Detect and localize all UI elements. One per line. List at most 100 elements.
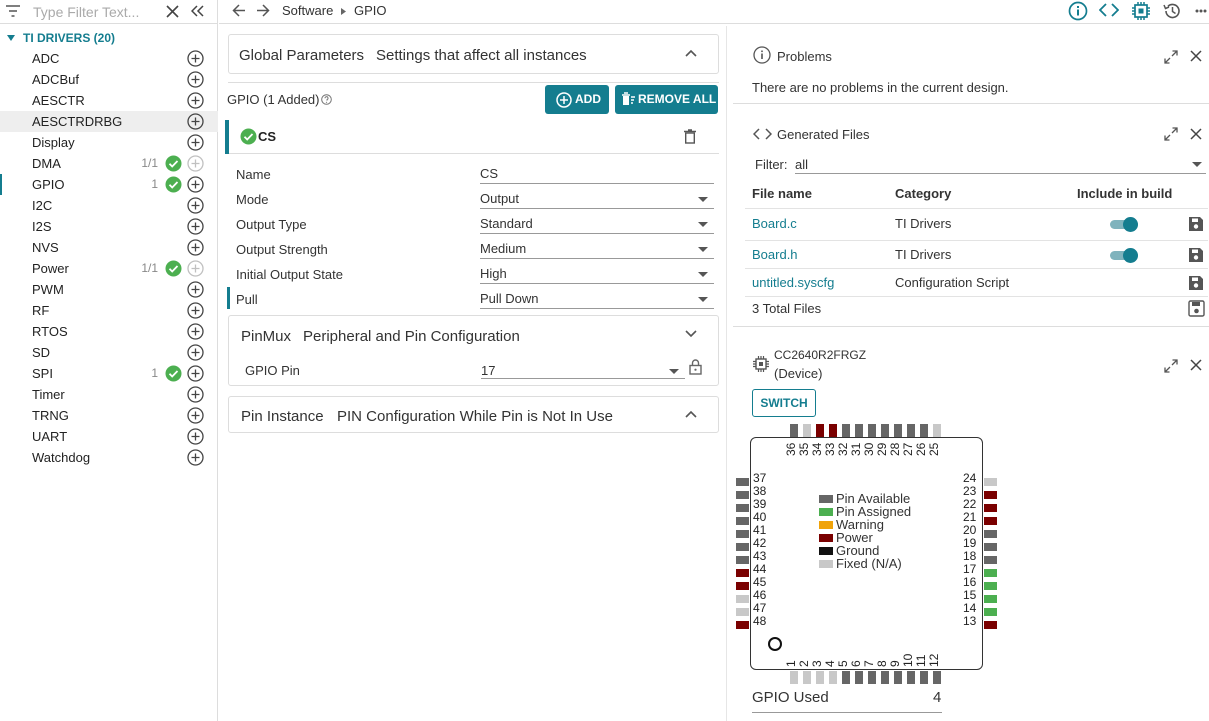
pin-41[interactable] <box>736 530 749 538</box>
sidebar-item-spi[interactable]: SPI 1 <box>0 363 218 384</box>
expand-icon[interactable] <box>1164 359 1178 373</box>
add-circle-icon[interactable] <box>187 50 204 67</box>
pin-11[interactable] <box>920 671 928 684</box>
save-icon[interactable] <box>1188 275 1204 291</box>
back-arrow-icon[interactable] <box>232 4 246 17</box>
add-circle-icon[interactable] <box>187 386 204 403</box>
sidebar-item-aesctr[interactable]: AESCTR <box>0 90 218 111</box>
pin-36[interactable] <box>790 424 798 437</box>
switch-device-button[interactable]: SWITCH <box>752 389 816 417</box>
section-ti-drivers[interactable]: TI DRIVERS (20) <box>0 30 218 46</box>
chevron-down-icon[interactable] <box>685 330 697 338</box>
instance-row-cs[interactable]: CS <box>229 120 719 154</box>
save-icon[interactable] <box>1188 216 1204 232</box>
pin-17[interactable] <box>984 569 997 577</box>
sidebar-item-i2c[interactable]: I2C <box>0 195 218 216</box>
sidebar-item-timer[interactable]: Timer <box>0 384 218 405</box>
pin-1[interactable] <box>790 671 798 684</box>
pin-46[interactable] <box>736 595 749 603</box>
close-icon[interactable] <box>1190 128 1202 140</box>
expand-icon[interactable] <box>1164 50 1178 64</box>
pin-44[interactable] <box>736 569 749 577</box>
add-button[interactable]: ADD <box>545 85 609 114</box>
save-all-icon[interactable] <box>1188 300 1205 317</box>
pin-4[interactable] <box>829 671 837 684</box>
pin-27[interactable] <box>907 424 915 437</box>
pin-20[interactable] <box>984 530 997 538</box>
sidebar-item-nvs[interactable]: NVS <box>0 237 218 258</box>
pin-12[interactable] <box>933 671 941 684</box>
pin-15[interactable] <box>984 595 997 603</box>
add-circle-icon[interactable] <box>187 176 204 193</box>
add-circle-icon[interactable] <box>187 113 204 130</box>
pin-43[interactable] <box>736 556 749 564</box>
pin-32[interactable] <box>842 424 850 437</box>
pin-31[interactable] <box>855 424 863 437</box>
include-toggle[interactable] <box>1110 217 1140 232</box>
add-circle-icon[interactable] <box>187 92 204 109</box>
pin-7[interactable] <box>868 671 876 684</box>
pin-34[interactable] <box>816 424 824 437</box>
info-icon[interactable] <box>1068 1 1088 21</box>
file-link[interactable]: Board.h <box>752 247 798 262</box>
pin-26[interactable] <box>920 424 928 437</box>
clear-filter-icon[interactable] <box>166 5 179 18</box>
pin-35[interactable] <box>803 424 811 437</box>
pin-39[interactable] <box>736 504 749 512</box>
pin-3[interactable] <box>816 671 824 684</box>
pin-21[interactable] <box>984 517 997 525</box>
pin-48[interactable] <box>736 621 749 629</box>
close-icon[interactable] <box>1190 359 1202 371</box>
code-view-icon[interactable] <box>1099 3 1119 17</box>
pin-22[interactable] <box>984 504 997 512</box>
add-circle-icon[interactable] <box>187 197 204 214</box>
add-circle-icon[interactable] <box>187 449 204 466</box>
chevron-up-icon[interactable] <box>685 410 697 418</box>
sidebar-item-dma[interactable]: DMA 1/1 <box>0 153 218 174</box>
save-icon[interactable] <box>1188 247 1204 263</box>
collapse-sidebar-icon[interactable] <box>191 5 204 17</box>
pin-25[interactable] <box>933 424 941 437</box>
pin-18[interactable] <box>984 556 997 564</box>
pin-19[interactable] <box>984 543 997 551</box>
more-options-icon[interactable] <box>1195 9 1207 13</box>
help-icon[interactable] <box>321 94 332 105</box>
file-link[interactable]: Board.c <box>752 216 797 231</box>
prop-select[interactable]: Output <box>480 190 714 209</box>
sidebar-item-rtos[interactable]: RTOS <box>0 321 218 342</box>
sidebar-item-gpio[interactable]: GPIO 1 <box>0 174 218 195</box>
pin-6[interactable] <box>855 671 863 684</box>
prop-select[interactable]: High <box>480 265 714 284</box>
pin-30[interactable] <box>868 424 876 437</box>
global-parameters-card[interactable]: Global Parameters Settings that affect a… <box>228 34 719 74</box>
pin-40[interactable] <box>736 517 749 525</box>
pin-37[interactable] <box>736 478 749 486</box>
remove-all-button[interactable]: REMOVE ALL <box>615 85 718 114</box>
pin-45[interactable] <box>736 582 749 590</box>
sidebar-item-display[interactable]: Display <box>0 132 218 153</box>
filter-input[interactable]: Type Filter Text... <box>33 4 140 20</box>
pin-42[interactable] <box>736 543 749 551</box>
pin-47[interactable] <box>736 608 749 616</box>
trash-icon[interactable] <box>684 129 696 144</box>
history-icon[interactable] <box>1162 1 1182 21</box>
pin-8[interactable] <box>881 671 889 684</box>
add-circle-icon[interactable] <box>187 218 204 235</box>
pin-9[interactable] <box>894 671 902 684</box>
add-circle-icon[interactable] <box>187 365 204 382</box>
add-circle-icon[interactable] <box>187 134 204 151</box>
pin-13[interactable] <box>984 621 997 629</box>
prop-input[interactable]: CS <box>480 165 714 184</box>
breadcrumb-software[interactable]: Software <box>282 3 334 18</box>
files-filter-select[interactable]: all <box>795 155 1206 174</box>
pin-2[interactable] <box>803 671 811 684</box>
include-toggle[interactable] <box>1110 248 1140 263</box>
add-circle-icon[interactable] <box>187 71 204 88</box>
sidebar-item-adcbuf[interactable]: ADCBuf <box>0 69 218 90</box>
prop-select[interactable]: Pull Down <box>480 290 714 309</box>
pin-instance-card[interactable]: Pin Instance PIN Configuration While Pin… <box>228 396 719 433</box>
prop-select[interactable]: Standard <box>480 215 714 234</box>
pin-5[interactable] <box>842 671 850 684</box>
filter-icon[interactable] <box>6 5 20 17</box>
pin-38[interactable] <box>736 491 749 499</box>
